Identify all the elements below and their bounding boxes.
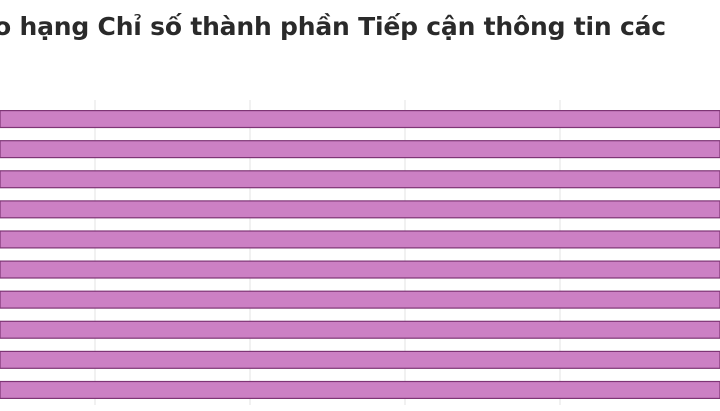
bar-8 xyxy=(0,320,720,339)
bar-2 xyxy=(0,140,720,159)
bar-9 xyxy=(0,350,720,369)
bars xyxy=(0,109,720,399)
bar-7 xyxy=(0,290,720,309)
bar-3 xyxy=(0,170,720,189)
bar-10 xyxy=(0,380,720,399)
bar-1 xyxy=(0,109,720,129)
chart-title: o hạng Chỉ số thành phần Tiếp cận thông … xyxy=(0,12,666,41)
bar-6 xyxy=(0,260,720,279)
bar-4 xyxy=(0,200,720,219)
bar-5 xyxy=(0,230,720,249)
